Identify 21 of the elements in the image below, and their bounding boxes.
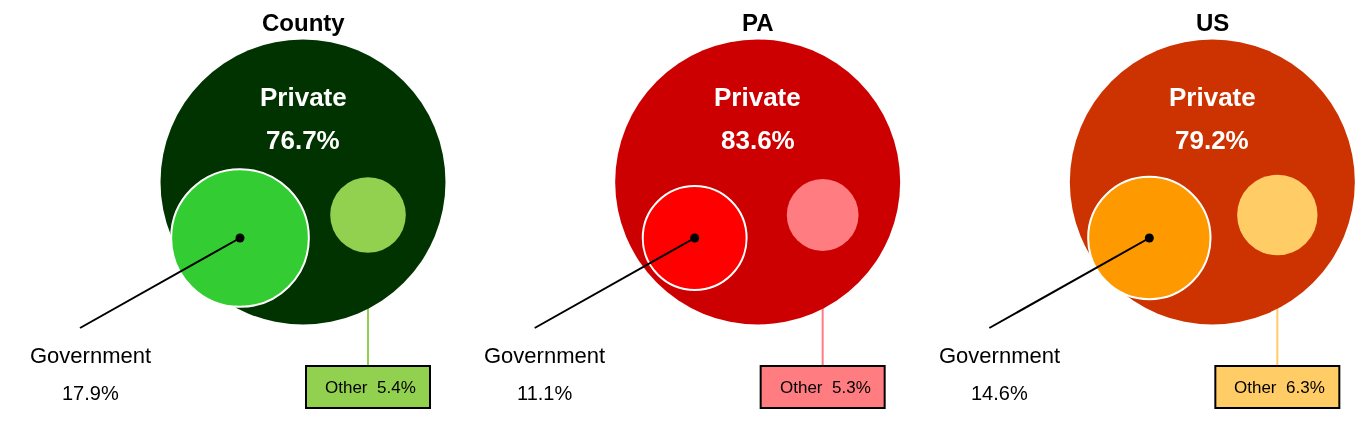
data-label: 17.9% — [62, 382, 119, 404]
category-label: Other — [325, 378, 368, 397]
text: US — [1196, 9, 1230, 36]
data-label: 5.4% — [377, 378, 416, 397]
category-label: Government — [484, 343, 606, 368]
data-label: 11.1% — [517, 382, 573, 404]
category-label: Private — [260, 82, 347, 112]
category-label: Government — [939, 343, 1061, 368]
data-label: 76.7% — [266, 125, 340, 155]
data-label: 6.3% — [1286, 378, 1325, 397]
data-label: 79.2% — [1175, 125, 1249, 155]
data-label: 14.6% — [971, 382, 1028, 404]
text: PA — [742, 9, 774, 36]
data-label: 83.6% — [721, 125, 795, 155]
text: County — [262, 9, 346, 36]
category-label: Other — [780, 378, 823, 397]
category-label: Other — [1234, 378, 1277, 397]
category-label: Private — [714, 82, 801, 112]
category-label: Government — [30, 343, 152, 368]
data-label: 5.3% — [832, 378, 871, 397]
category-label: Private — [1169, 82, 1256, 112]
